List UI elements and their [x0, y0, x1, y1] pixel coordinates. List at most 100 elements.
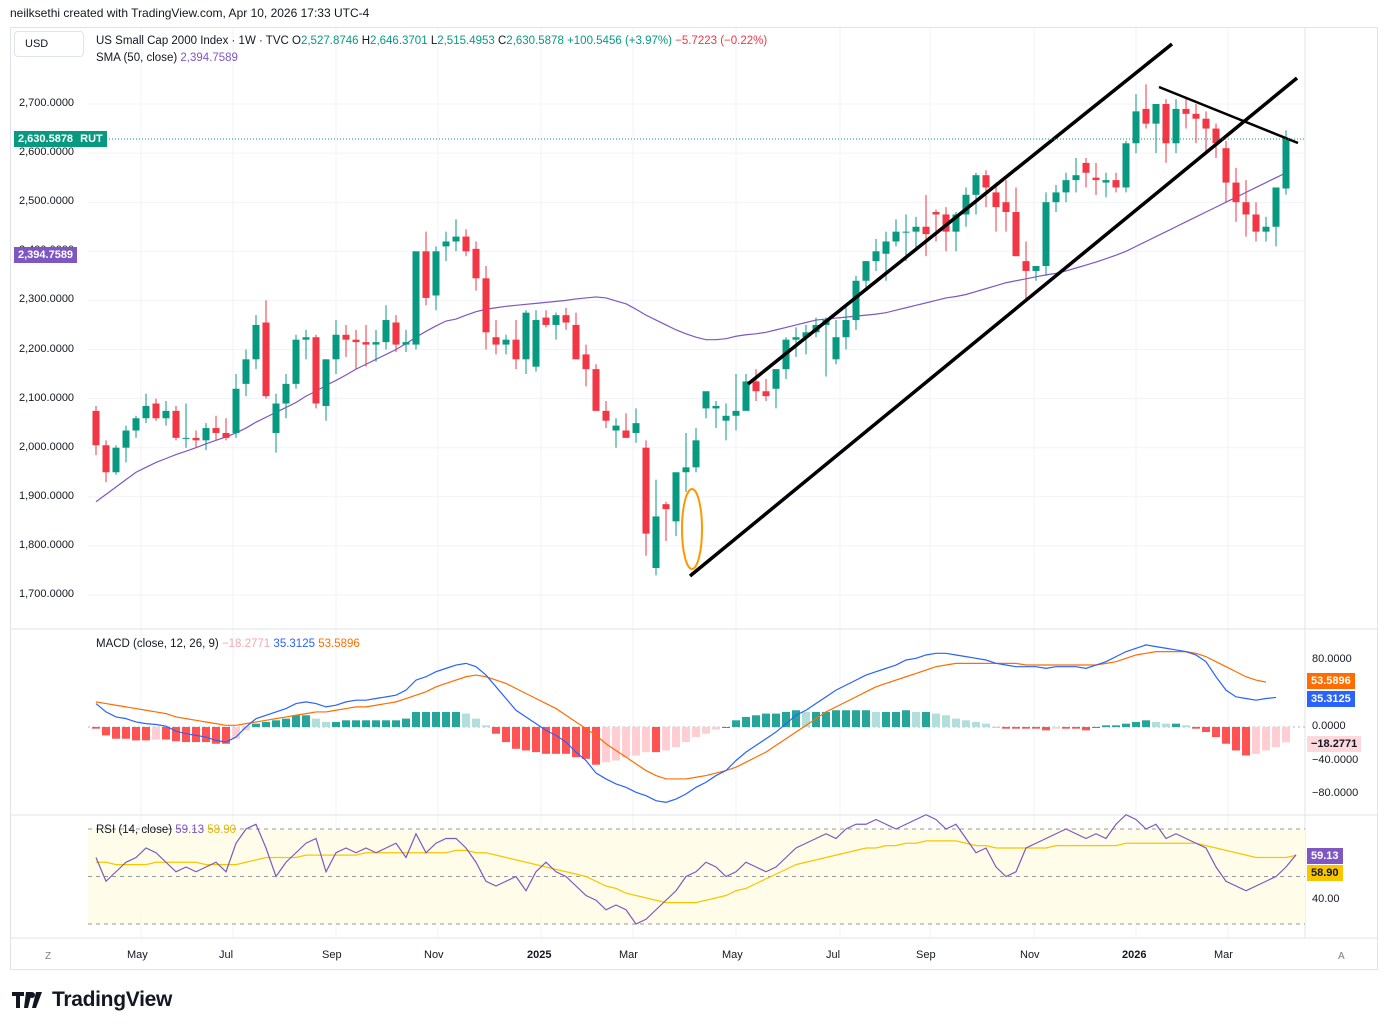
candle: [512, 320, 520, 370]
rsi-ma-pill: 58.90: [1307, 865, 1343, 881]
candle: [752, 369, 760, 402]
candle: [152, 398, 160, 421]
sma-line: [95, 172, 1287, 503]
tradingview-logo[interactable]: TradingView: [12, 988, 172, 1012]
candle-body: [792, 337, 800, 340]
macd-histogram-bar: [1252, 727, 1260, 754]
macd-histogram-bar: [1132, 721, 1140, 727]
candle-body: [1032, 266, 1040, 271]
macd-legend: MACD (close, 12, 26, 9) −18.2771 35.3125…: [96, 638, 360, 650]
time-tick-label: May: [722, 949, 743, 961]
candle-body: [302, 337, 310, 340]
candle-body: [712, 405, 720, 409]
macd-histogram-bar: [762, 713, 770, 727]
price-tick-label: 1,700.0000: [19, 588, 75, 600]
auto-scale-button[interactable]: A: [1338, 951, 1345, 962]
candle-body: [632, 423, 640, 433]
macd-histogram-bar: [932, 713, 940, 727]
candle-body: [602, 410, 610, 421]
candle: [592, 364, 600, 411]
candle: [382, 305, 390, 350]
candle-body: [742, 381, 750, 411]
macd-histogram-bar: [662, 727, 670, 751]
macd-histogram-bar: [162, 727, 170, 740]
candle-body: [552, 315, 560, 325]
macd-histogram-bar: [672, 727, 680, 748]
candle-body: [912, 226, 920, 232]
open-value: 2,527.8746: [300, 35, 359, 47]
macd-histogram-bar: [1032, 727, 1040, 729]
candle: [492, 320, 500, 355]
candle: [1102, 172, 1110, 198]
candle: [92, 405, 100, 456]
symbol-label: US Small Cap 2000 Index · 1W · TVC: [96, 35, 289, 47]
macd-histogram-bar: [362, 720, 370, 727]
macd-histogram-bar: [122, 727, 130, 739]
candle: [792, 327, 800, 357]
macd-histogram-bar: [302, 715, 310, 727]
macd-histogram-bar: [632, 727, 640, 756]
macd-histogram-bar: [172, 727, 180, 742]
candle: [312, 334, 320, 409]
macd-histogram-bar: [472, 718, 480, 727]
candle: [192, 430, 200, 448]
macd-histogram-bar: [812, 711, 820, 727]
candle: [742, 374, 750, 411]
candle-body: [692, 440, 700, 468]
trendlines: [681, 42, 1299, 578]
macd-histogram-bar: [1092, 727, 1100, 728]
price-tick-label: 2,700.0000: [19, 97, 75, 109]
candle-body: [1142, 108, 1150, 124]
candle: [412, 251, 420, 350]
macd-histogram-bar: [442, 711, 450, 727]
candle-body: [1282, 138, 1290, 189]
candle: [1062, 172, 1070, 203]
candle-body: [1222, 148, 1230, 183]
candle-body: [212, 428, 220, 433]
currency-button[interactable]: USD: [14, 31, 84, 57]
candle-body: [262, 322, 270, 397]
macd-histogram-bar: [292, 715, 300, 727]
macd-tick-label: −40.0000: [1312, 753, 1359, 766]
candle: [472, 241, 480, 291]
time-tick-label: Jul: [219, 949, 234, 961]
macd-hist-pill: −18.2771: [1307, 736, 1362, 752]
candle: [862, 261, 870, 291]
macd-histogram-bar: [742, 716, 750, 727]
macd-histogram-bar: [692, 727, 700, 738]
macd-histogram-bar: [1202, 727, 1210, 733]
time-tick-label: 2025: [527, 949, 552, 961]
candle: [732, 374, 740, 431]
close-label: C: [497, 35, 507, 47]
candle: [642, 440, 650, 556]
macd-histogram-bar: [152, 727, 160, 740]
candle-body: [202, 428, 210, 441]
macd-histogram-bar: [502, 727, 510, 743]
candle: [982, 170, 990, 208]
rsi-label: RSI (14, close): [96, 824, 173, 836]
macd-histogram-bar: [322, 721, 330, 727]
macd-histogram-bar: [332, 721, 340, 727]
candle-body: [272, 403, 280, 433]
candle: [832, 320, 840, 365]
price-tick-label: 2,100.0000: [19, 391, 75, 404]
macd-histogram-bar: [822, 711, 830, 727]
time-tick-label: May: [127, 949, 148, 961]
candle-body: [1172, 108, 1180, 144]
candle-body: [1042, 202, 1050, 267]
macd-histogram-bar: [492, 727, 500, 734]
candle: [462, 229, 470, 257]
candle: [172, 405, 180, 441]
macd-histogram-bar: [1222, 727, 1230, 744]
candle-body: [982, 175, 990, 188]
zoom-reset-button[interactable]: Z: [45, 951, 52, 962]
macd-signal-value: 53.5896: [318, 638, 360, 650]
candle: [352, 329, 360, 370]
open-label: O: [292, 35, 301, 47]
candle: [722, 403, 730, 441]
sma-legend: SMA (50, close) 2,394.7589: [96, 52, 238, 64]
candle: [892, 219, 900, 247]
candle-body: [932, 212, 940, 215]
price-legend: US Small Cap 2000 Index · 1W · TVC O2,52…: [96, 35, 767, 47]
